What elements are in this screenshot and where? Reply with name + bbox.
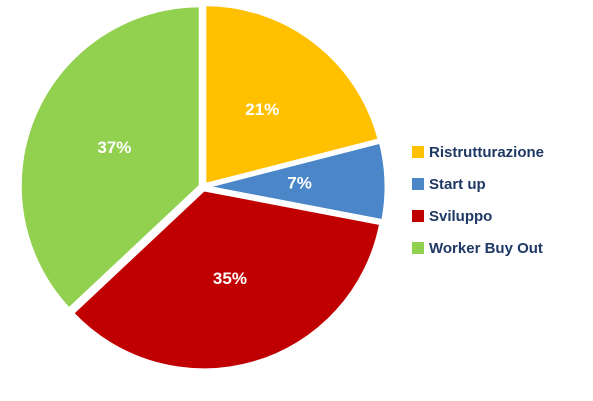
data-label: 35% <box>213 269 247 288</box>
pie-slice <box>203 3 381 187</box>
data-label: 7% <box>287 173 312 192</box>
data-label: 21% <box>245 100 279 119</box>
data-label: 37% <box>97 138 131 157</box>
pie-slice <box>71 188 383 372</box>
legend-swatch <box>412 178 424 190</box>
legend-swatch <box>412 146 424 158</box>
legend-label: Ristrutturazione <box>429 144 544 161</box>
legend-label: Worker Buy Out <box>429 240 543 257</box>
pie-slice <box>204 140 388 223</box>
legend-label: Sviluppo <box>429 208 492 225</box>
legend-swatch <box>412 242 424 254</box>
legend-label: Start up <box>429 176 486 193</box>
pie-slice <box>18 4 202 311</box>
legend-swatch <box>412 210 424 222</box>
